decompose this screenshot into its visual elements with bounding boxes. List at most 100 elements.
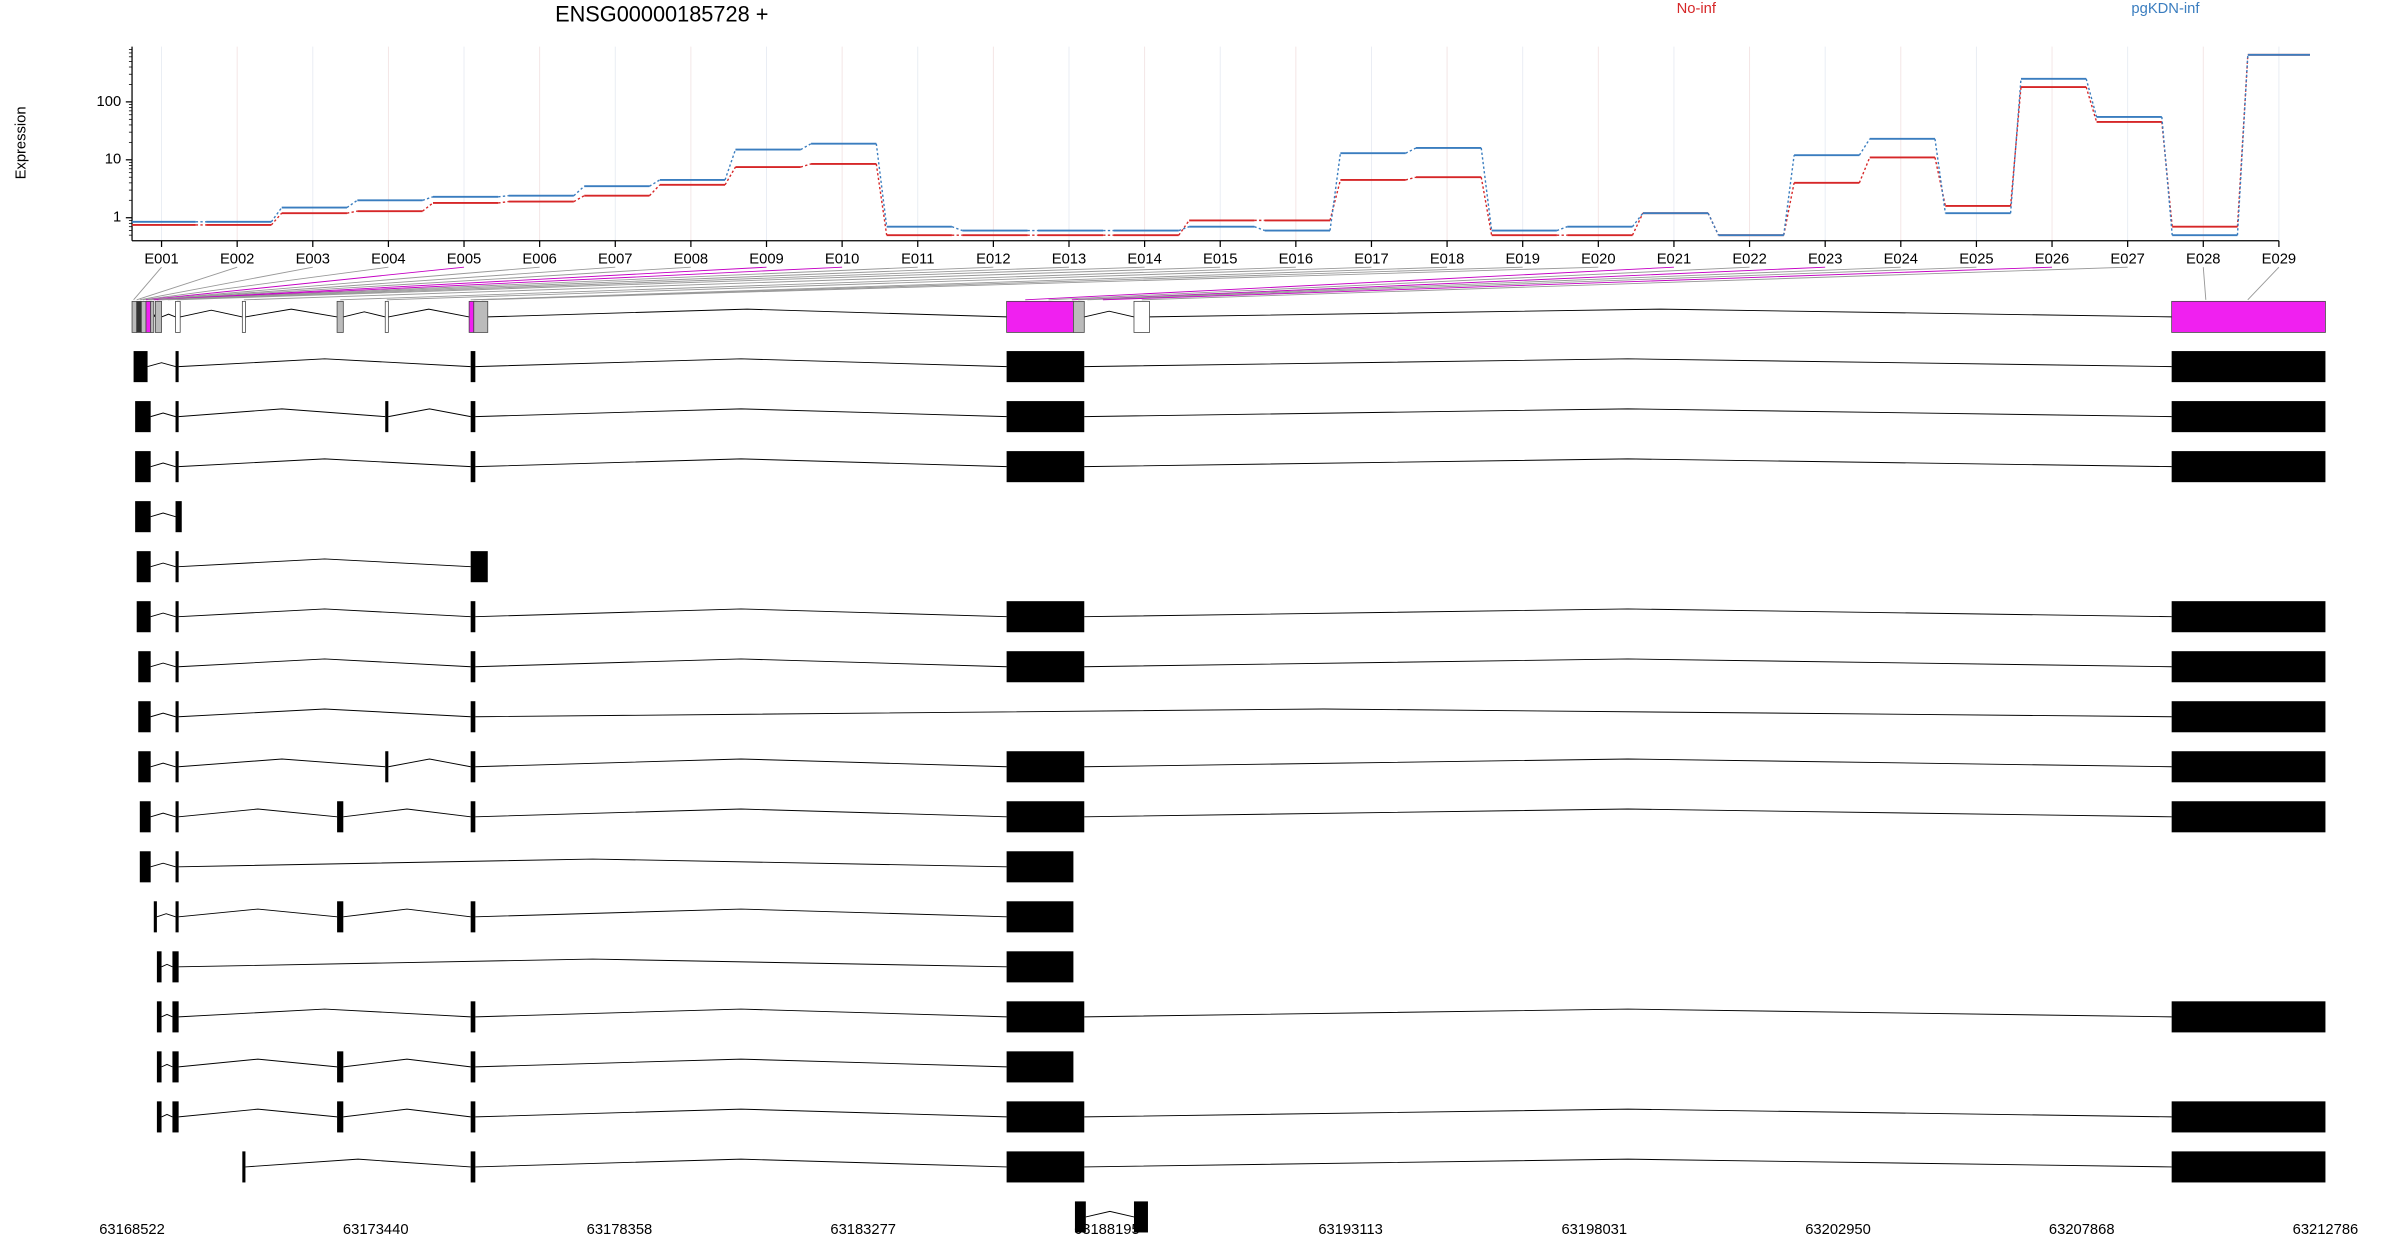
transcript-exon — [2171, 751, 2326, 783]
transcript-exon — [138, 701, 151, 733]
transcript-intron — [1084, 808, 2172, 818]
transcript-intron — [150, 712, 176, 718]
transcript-exon — [175, 901, 179, 933]
transcript-intron — [178, 608, 471, 618]
x-tick-label: E018 — [1430, 251, 1464, 267]
gene-exon — [175, 300, 181, 333]
transcript-exon — [1006, 651, 1085, 683]
transcript-exon — [136, 551, 151, 583]
genomic-tick-label: 63198031 — [1561, 1222, 1627, 1238]
series-connector — [1783, 182, 1795, 236]
transcript-intron — [161, 1113, 173, 1118]
gene-intron — [245, 308, 338, 318]
series-connector — [422, 196, 434, 201]
exon-connector — [145, 266, 465, 301]
exon-connector — [243, 266, 1221, 301]
transcript-exon — [175, 801, 179, 833]
exon-connector — [340, 266, 1296, 301]
x-tick-label: E007 — [598, 251, 632, 267]
transcript-exon — [470, 351, 476, 383]
x-tick-label: E004 — [371, 251, 405, 267]
transcript-intron — [178, 658, 471, 668]
transcript-exon — [1006, 1101, 1085, 1133]
transcript-exon — [1006, 401, 1085, 433]
transcript-intron — [150, 662, 176, 668]
exon-connector — [156, 266, 843, 301]
y-tick-label: 1 — [113, 210, 121, 226]
exon-connector — [473, 266, 1523, 301]
transcript-intron — [178, 758, 386, 768]
x-tick-label: E026 — [2035, 251, 2069, 267]
transcript-intron — [475, 758, 1007, 768]
series-connector — [1783, 155, 1795, 236]
series-connector — [1631, 212, 1644, 236]
transcript-intron — [1084, 358, 2172, 368]
transcript-exon — [1133, 1201, 1148, 1233]
legend-label: pgKDN-inf — [2131, 1, 2200, 17]
gene-exon — [1073, 300, 1085, 333]
x-tick-label: E016 — [1279, 251, 1313, 267]
series-connector — [422, 202, 434, 212]
transcript-exon — [2171, 801, 2326, 833]
transcript-intron — [178, 1008, 471, 1018]
transcript-exon — [1006, 851, 1074, 883]
x-tick-label: E021 — [1657, 251, 1691, 267]
transcript-intron — [161, 1013, 173, 1018]
exon-connector — [153, 266, 767, 301]
transcript-exon — [1006, 901, 1074, 933]
x-tick-label: E029 — [2262, 251, 2296, 267]
transcript-intron — [475, 708, 2172, 718]
x-tick-label: E025 — [1959, 251, 1993, 267]
transcript-exon — [172, 951, 179, 983]
gene-exon — [136, 300, 142, 333]
transcript-intron — [178, 858, 1007, 868]
transcript-exon — [2171, 1001, 2326, 1033]
gene-intron — [161, 313, 176, 318]
transcript-exon — [337, 1101, 344, 1133]
x-tick-label: E001 — [144, 251, 178, 267]
transcript-exon — [175, 751, 179, 783]
transcript-exon — [470, 451, 476, 483]
genomic-tick-label: 63183277 — [830, 1222, 896, 1238]
series-connector — [2236, 54, 2249, 236]
x-tick-label: E011 — [901, 251, 934, 267]
exon-connector — [167, 266, 1070, 301]
transcript-exon — [2171, 1151, 2326, 1183]
exon-connector — [1078, 266, 1901, 301]
x-tick-label: E013 — [1052, 251, 1086, 267]
series-connector — [724, 149, 737, 181]
transcript-exon — [2171, 651, 2326, 683]
transcript-exon — [133, 351, 148, 383]
transcript-exon — [175, 701, 179, 733]
transcript-exon — [135, 451, 151, 483]
transcript-exon — [156, 1001, 162, 1033]
series-connector — [1858, 157, 1871, 184]
genomic-tick-label: 63193113 — [1318, 1222, 1383, 1238]
series-connector — [270, 207, 283, 223]
transcript-exon — [175, 501, 182, 533]
gene-exon — [468, 300, 475, 333]
transcript-intron — [178, 958, 1007, 968]
transcript-intron — [178, 458, 471, 468]
exon-connector — [1048, 266, 1750, 301]
x-tick-label: E006 — [522, 251, 556, 267]
series-connector — [800, 163, 812, 168]
transcript-intron — [178, 358, 471, 368]
transcript-intron — [1085, 1210, 1135, 1218]
transcript-intron — [343, 908, 471, 918]
genomic-tick-label: 63168522 — [99, 1222, 165, 1238]
gene-exon — [154, 300, 162, 333]
transcript-exon — [136, 601, 151, 633]
series-connector — [270, 212, 283, 226]
transcript-intron — [245, 1158, 471, 1168]
transcript-exon — [175, 851, 179, 883]
transcript-exon — [337, 801, 344, 833]
transcript-exon — [156, 1101, 162, 1133]
transcript-exon — [175, 401, 179, 433]
exon-connector — [1025, 266, 1674, 301]
series-connector — [1329, 153, 1342, 231]
gene-exon — [1006, 300, 1074, 333]
transcript-exon — [470, 1001, 476, 1033]
transcript-exon — [156, 1051, 162, 1083]
